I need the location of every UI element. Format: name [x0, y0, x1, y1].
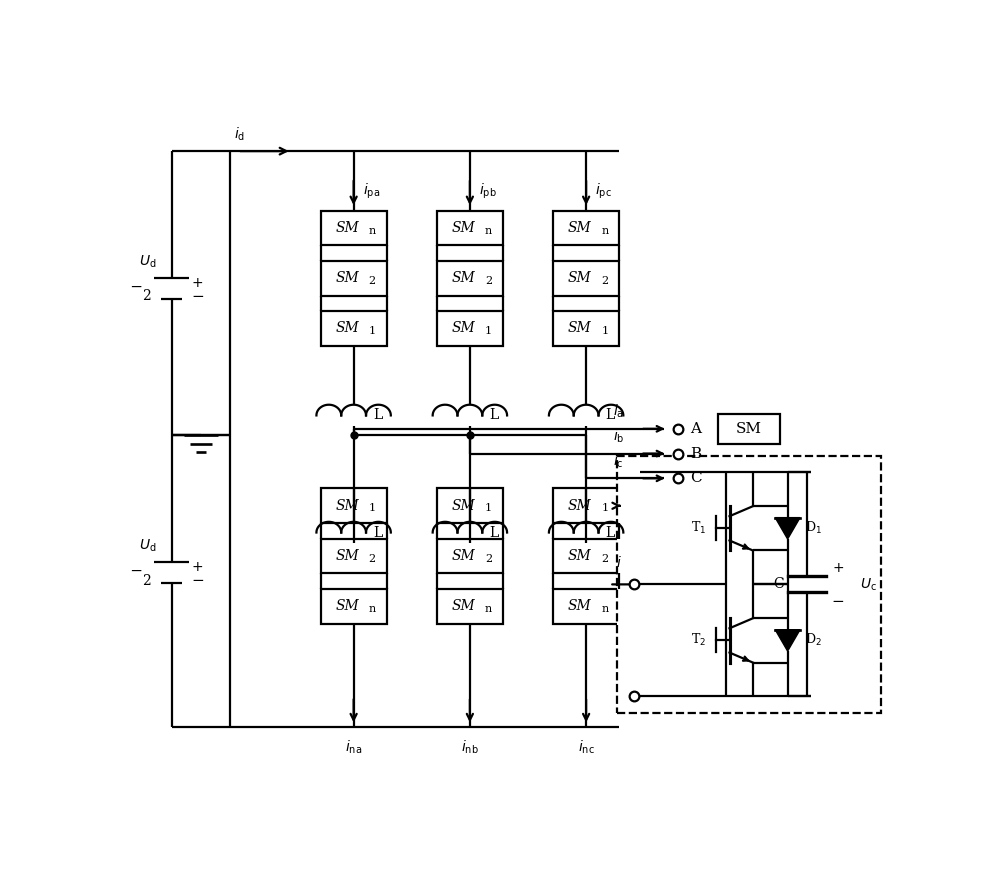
Bar — [437, 210, 503, 245]
Text: L: L — [606, 526, 615, 540]
Bar — [437, 261, 503, 295]
Text: T$_2$: T$_2$ — [691, 633, 706, 648]
Text: 2: 2 — [142, 289, 151, 303]
Text: $i$: $i$ — [616, 554, 622, 570]
Bar — [553, 539, 619, 574]
Text: n: n — [369, 226, 376, 235]
Text: n: n — [485, 226, 492, 235]
Text: $i_{\mathrm{pc}}$: $i_{\mathrm{pc}}$ — [595, 182, 612, 201]
Text: n: n — [369, 604, 376, 614]
Text: SM: SM — [336, 599, 359, 614]
Text: $i_\mathrm{a}$: $i_\mathrm{a}$ — [613, 402, 624, 420]
Bar — [437, 539, 503, 574]
Text: $U_\mathrm{c}$: $U_\mathrm{c}$ — [860, 576, 877, 593]
Text: $i_\mathrm{b}$: $i_\mathrm{b}$ — [613, 428, 625, 445]
Polygon shape — [775, 518, 800, 539]
Text: SM: SM — [452, 599, 476, 614]
Text: 1: 1 — [369, 503, 376, 514]
Text: n: n — [601, 226, 608, 235]
Bar — [437, 488, 503, 523]
Polygon shape — [775, 630, 800, 651]
Text: 1: 1 — [485, 503, 492, 514]
Text: L: L — [489, 408, 498, 422]
Text: 1: 1 — [601, 503, 608, 514]
Text: ─: ─ — [131, 280, 140, 295]
Text: 1: 1 — [601, 326, 608, 336]
Text: 2: 2 — [485, 276, 492, 286]
Text: L: L — [373, 526, 382, 540]
Text: 2: 2 — [369, 554, 376, 564]
Text: SM: SM — [568, 499, 592, 513]
Text: SM: SM — [336, 499, 359, 513]
Text: 1: 1 — [369, 326, 376, 336]
Text: $i_{\mathrm{pb}}$: $i_{\mathrm{pb}}$ — [479, 182, 497, 201]
Text: SM: SM — [336, 221, 359, 235]
Text: L: L — [606, 408, 615, 422]
Text: +: + — [832, 561, 844, 574]
Text: L: L — [489, 526, 498, 540]
Text: $U_\mathrm{d}$: $U_\mathrm{d}$ — [139, 254, 156, 269]
Bar — [553, 311, 619, 346]
Text: −: − — [832, 594, 844, 608]
Bar — [718, 415, 780, 443]
Bar — [553, 261, 619, 295]
Bar — [617, 455, 881, 713]
Bar — [437, 588, 503, 624]
Bar — [321, 539, 387, 574]
Text: SM: SM — [336, 271, 359, 285]
Text: T$_1$: T$_1$ — [691, 521, 706, 536]
Text: SM: SM — [568, 221, 592, 235]
Bar — [321, 261, 387, 295]
Text: 2: 2 — [601, 276, 608, 286]
Bar — [321, 588, 387, 624]
Text: $i_\mathrm{d}$: $i_\mathrm{d}$ — [234, 126, 245, 143]
Text: C: C — [690, 471, 702, 485]
Text: D$_1$: D$_1$ — [805, 521, 822, 536]
Text: $i_{\mathrm{nc}}$: $i_{\mathrm{nc}}$ — [578, 739, 594, 756]
Text: n: n — [601, 604, 608, 614]
Text: SM: SM — [568, 549, 592, 563]
Text: −: − — [192, 289, 204, 304]
Text: L: L — [373, 408, 382, 422]
Bar — [553, 588, 619, 624]
Text: SM: SM — [568, 271, 592, 285]
Bar — [553, 210, 619, 245]
Text: SM: SM — [736, 421, 762, 436]
Text: SM: SM — [452, 549, 476, 563]
Text: SM: SM — [336, 549, 359, 563]
Bar — [321, 210, 387, 245]
Bar — [321, 311, 387, 346]
Text: SM: SM — [336, 322, 359, 335]
Text: SM: SM — [568, 599, 592, 614]
Text: C: C — [773, 577, 784, 592]
Text: B: B — [690, 447, 701, 461]
Text: n: n — [485, 604, 492, 614]
Text: 2: 2 — [142, 574, 151, 587]
Text: 2: 2 — [485, 554, 492, 564]
Text: 2: 2 — [369, 276, 376, 286]
Text: SM: SM — [568, 322, 592, 335]
Text: $i_{\mathrm{na}}$: $i_{\mathrm{na}}$ — [345, 739, 362, 756]
Text: 2: 2 — [601, 554, 608, 564]
Text: −: − — [192, 574, 204, 588]
Text: $i_{\mathrm{nb}}$: $i_{\mathrm{nb}}$ — [461, 739, 479, 756]
Text: $U_\mathrm{d}$: $U_\mathrm{d}$ — [139, 538, 156, 554]
Text: SM: SM — [452, 271, 476, 285]
Text: D$_2$: D$_2$ — [805, 633, 821, 648]
Text: SM: SM — [452, 221, 476, 235]
Bar — [321, 488, 387, 523]
Text: ─: ─ — [131, 564, 140, 579]
Text: +: + — [192, 276, 203, 290]
Text: 1: 1 — [485, 326, 492, 336]
Text: SM: SM — [452, 322, 476, 335]
Text: +: + — [192, 561, 203, 574]
Text: $i_{\mathrm{pa}}$: $i_{\mathrm{pa}}$ — [363, 182, 380, 201]
Text: A: A — [690, 421, 701, 436]
Bar — [437, 311, 503, 346]
Text: $i_\mathrm{c}$: $i_\mathrm{c}$ — [613, 452, 624, 469]
Text: SM: SM — [452, 499, 476, 513]
Bar — [553, 488, 619, 523]
